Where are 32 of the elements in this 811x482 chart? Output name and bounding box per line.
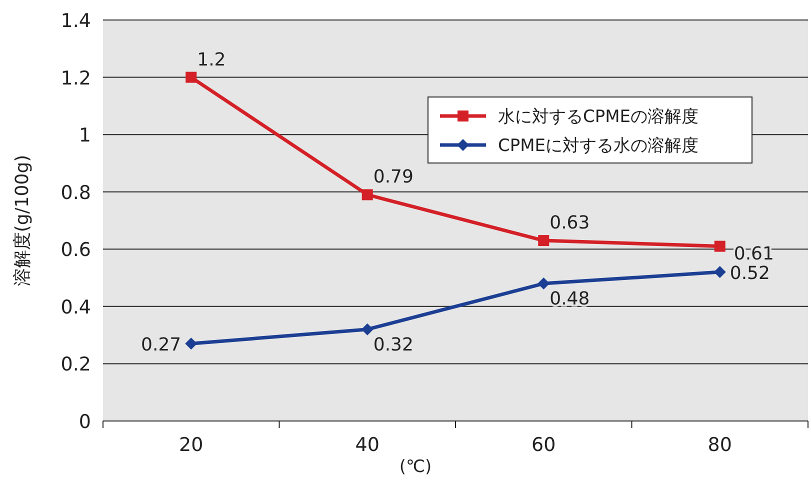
point bbox=[538, 278, 550, 290]
y-tick-label: 1.2 bbox=[60, 67, 91, 90]
y-tick-label: 0.6 bbox=[60, 239, 91, 262]
data-label: 0.32 bbox=[373, 334, 414, 356]
y-tick-label: 0.8 bbox=[60, 182, 91, 204]
data-label: 0.61 bbox=[734, 243, 774, 264]
x-tick-label: 60 bbox=[532, 434, 556, 456]
data-label: 0.48 bbox=[550, 288, 590, 310]
legend-label: CPMEに対する水の溶解度 bbox=[498, 136, 699, 156]
legend-label: 水に対するCPMEの溶解度 bbox=[498, 107, 699, 127]
x-tick-label: 40 bbox=[355, 434, 380, 456]
x-axis-title: (℃) bbox=[399, 457, 432, 477]
point bbox=[538, 235, 550, 246]
data-label: 0.52 bbox=[730, 263, 770, 284]
data-label: 0.27 bbox=[141, 334, 182, 356]
data-label: 0.79 bbox=[373, 166, 414, 188]
y-tick-label: 0.4 bbox=[60, 296, 91, 318]
y-tick-label: 1.4 bbox=[60, 10, 91, 32]
data-label: 0.63 bbox=[550, 212, 590, 234]
point bbox=[362, 189, 373, 200]
point bbox=[185, 338, 198, 350]
y-axis-title: 溶解度(g/100g) bbox=[12, 154, 33, 286]
point bbox=[714, 240, 726, 252]
y-tick-label: 1 bbox=[78, 124, 91, 147]
y-tick-label: 0 bbox=[78, 411, 91, 433]
x-tick-label: 80 bbox=[708, 434, 732, 456]
y-tick-label: 0.2 bbox=[60, 354, 91, 376]
point bbox=[186, 72, 197, 83]
point bbox=[361, 323, 374, 336]
x-tick-label: 20 bbox=[179, 434, 204, 456]
point bbox=[714, 266, 726, 278]
data-label: 1.2 bbox=[197, 49, 226, 70]
